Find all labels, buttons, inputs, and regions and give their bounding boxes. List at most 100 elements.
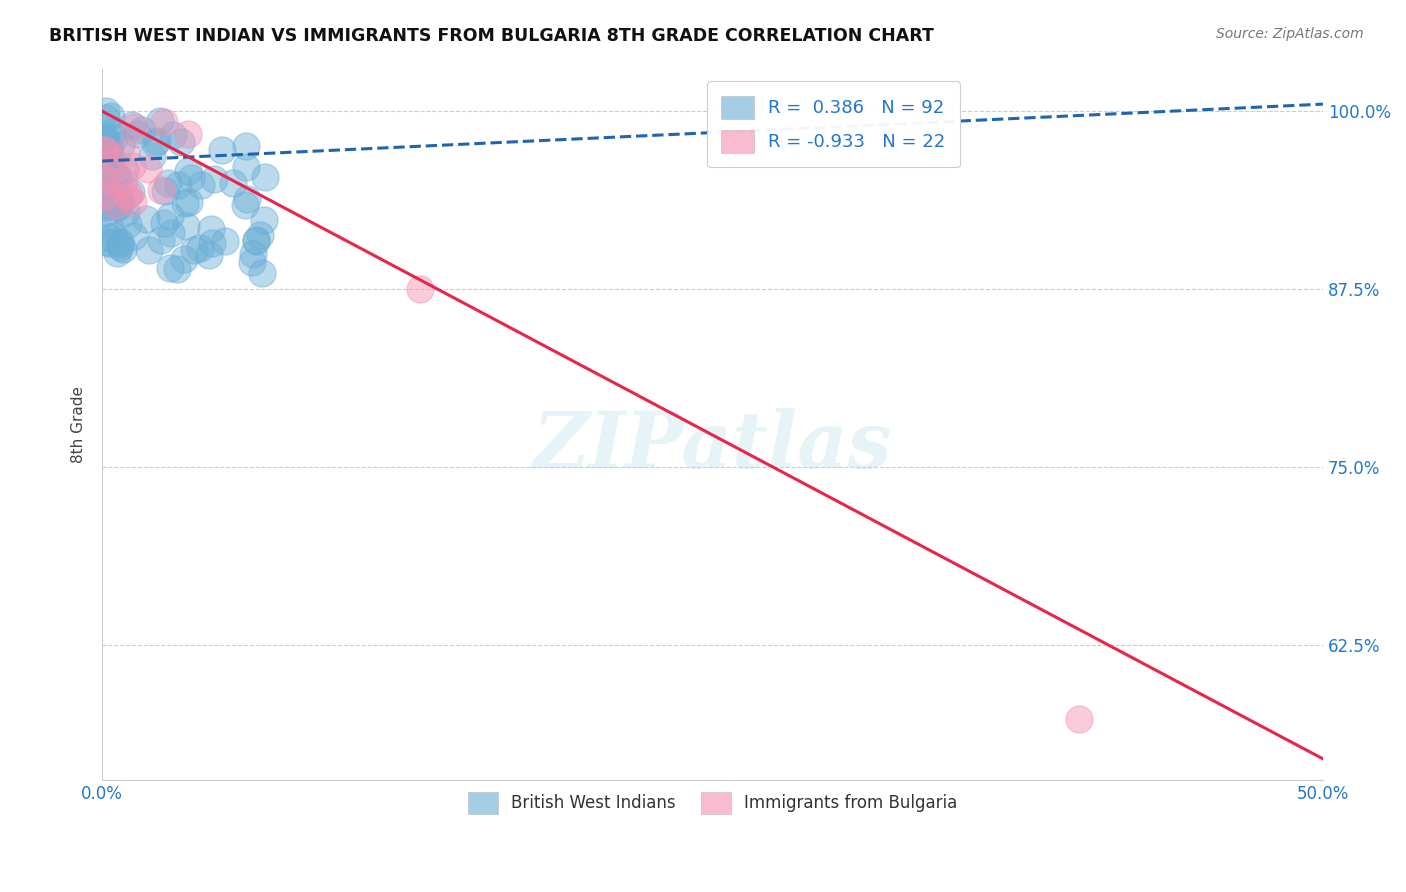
Point	[242, 247, 264, 261]
Point	[94, 188, 117, 202]
Point	[112, 174, 135, 188]
Point	[138, 243, 160, 257]
Point	[94, 104, 117, 119]
Point	[169, 135, 191, 149]
Point	[166, 262, 188, 277]
Point	[157, 176, 180, 190]
Point	[176, 127, 198, 141]
Point	[114, 145, 136, 160]
Point	[222, 176, 245, 190]
Point	[97, 235, 120, 250]
Point	[188, 241, 211, 255]
Point	[105, 197, 128, 211]
Point	[150, 233, 173, 247]
Point	[166, 178, 188, 192]
Point	[176, 219, 198, 234]
Point	[124, 228, 146, 243]
Point	[104, 198, 127, 212]
Point	[253, 169, 276, 184]
Point	[117, 217, 139, 231]
Point	[98, 140, 121, 154]
Point	[245, 234, 267, 248]
Point	[115, 204, 138, 219]
Point	[214, 234, 236, 248]
Point	[159, 226, 181, 240]
Point	[240, 255, 263, 269]
Point	[98, 152, 121, 166]
Point	[117, 188, 139, 202]
Point	[93, 206, 115, 220]
Point	[159, 260, 181, 275]
Point	[112, 242, 135, 256]
Point	[108, 194, 131, 208]
Point	[107, 170, 129, 185]
Point	[93, 172, 115, 186]
Point	[101, 153, 124, 167]
Point	[177, 164, 200, 178]
Text: BRITISH WEST INDIAN VS IMMIGRANTS FROM BULGARIA 8TH GRADE CORRELATION CHART: BRITISH WEST INDIAN VS IMMIGRANTS FROM B…	[49, 27, 934, 45]
Point	[162, 128, 184, 142]
Point	[152, 115, 174, 129]
Text: ZIPatlas: ZIPatlas	[533, 408, 893, 484]
Point	[174, 196, 197, 211]
Point	[108, 240, 131, 254]
Point	[236, 192, 259, 206]
Point	[93, 144, 115, 158]
Point	[235, 160, 257, 174]
Point	[93, 133, 115, 147]
Point	[135, 212, 157, 227]
Point	[153, 216, 176, 230]
Point	[118, 186, 141, 201]
Point	[110, 198, 132, 212]
Point	[94, 173, 117, 187]
Point	[108, 235, 131, 249]
Point	[146, 134, 169, 148]
Point	[96, 131, 118, 145]
Point	[103, 229, 125, 244]
Point	[120, 186, 142, 200]
Point	[183, 243, 205, 257]
Text: Source: ZipAtlas.com: Source: ZipAtlas.com	[1216, 27, 1364, 41]
Point	[122, 195, 145, 210]
Point	[121, 159, 143, 173]
Point	[94, 137, 117, 152]
Point	[141, 149, 163, 163]
Point	[100, 109, 122, 123]
Point	[94, 198, 117, 212]
Point	[131, 122, 153, 136]
Point	[94, 131, 117, 145]
Point	[201, 235, 224, 250]
Point	[97, 141, 120, 155]
Point	[104, 169, 127, 183]
Point	[177, 194, 200, 209]
Point	[93, 200, 115, 214]
Y-axis label: 8th Grade: 8th Grade	[72, 386, 86, 463]
Point	[93, 151, 115, 165]
Point	[93, 165, 115, 179]
Point	[110, 137, 132, 152]
Point	[127, 127, 149, 141]
Point	[202, 172, 225, 186]
Point	[253, 213, 276, 227]
Point	[121, 118, 143, 132]
Point	[250, 266, 273, 280]
Point	[103, 125, 125, 139]
Point	[249, 228, 271, 243]
Point	[97, 230, 120, 244]
Legend: British West Indians, Immigrants from Bulgaria: British West Indians, Immigrants from Bu…	[456, 780, 969, 825]
Point	[96, 111, 118, 125]
Point	[136, 161, 159, 176]
Point	[235, 138, 257, 153]
Point	[93, 143, 115, 157]
Point	[1067, 712, 1090, 726]
Point	[93, 183, 115, 197]
Point	[122, 120, 145, 134]
Point	[96, 153, 118, 168]
Point	[200, 222, 222, 236]
Point	[105, 200, 128, 214]
Point	[211, 143, 233, 157]
Point	[149, 183, 172, 197]
Point	[190, 178, 212, 192]
Point	[93, 187, 115, 202]
Point	[97, 172, 120, 186]
